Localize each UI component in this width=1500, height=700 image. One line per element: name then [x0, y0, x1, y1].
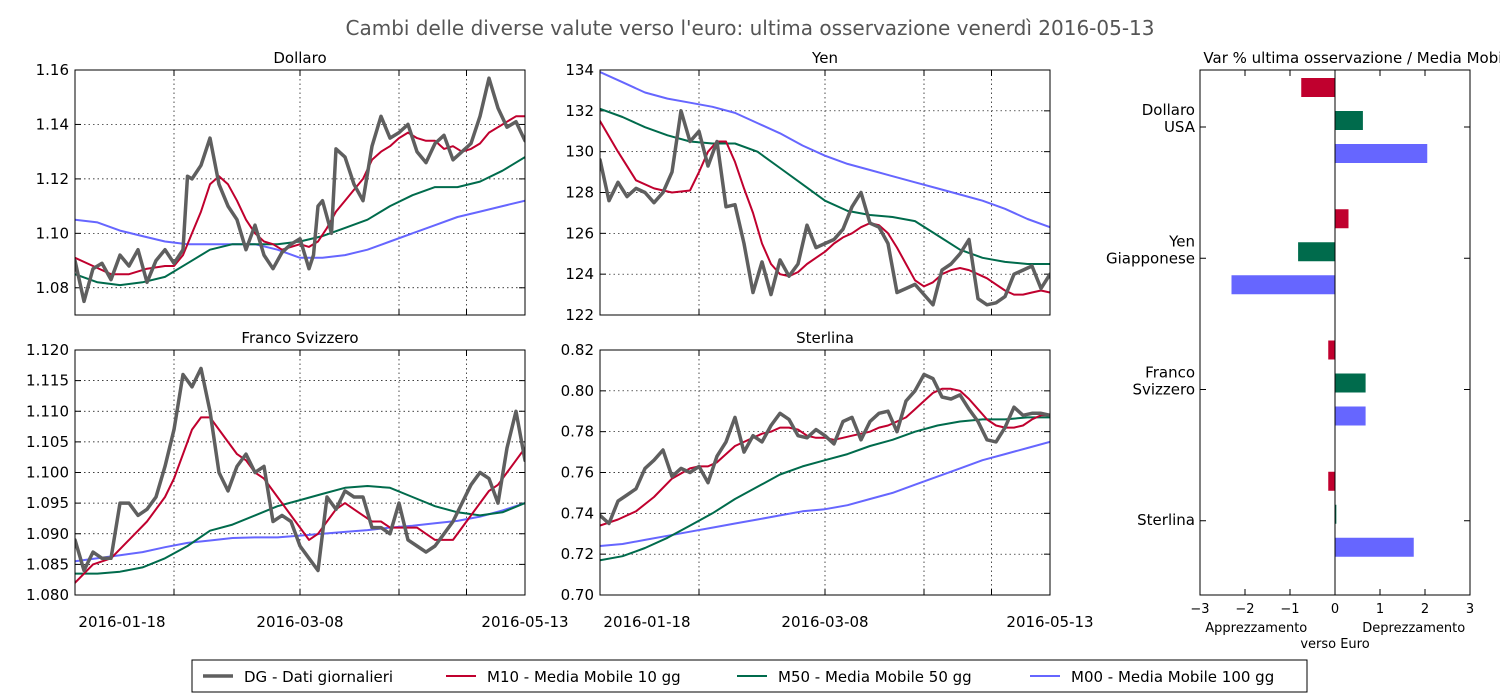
panel-franco-svizzero-series-m00: [75, 502, 525, 563]
bar-category-label-sterlina: Sterlina: [1137, 511, 1195, 529]
panel-yen-ytick-label: 130: [565, 143, 594, 161]
panel-dollaro-title: Dollaro: [273, 49, 326, 67]
panel-sterlina-series-m50: [600, 416, 1050, 562]
bar-category-label-franco-svizzero: Franco: [1145, 364, 1195, 382]
panel-dollaro-ytick-label: 1.12: [36, 170, 69, 188]
panel-yen-ytick-label: 132: [565, 102, 594, 120]
panel-dollaro-ytick-label: 1.08: [36, 279, 69, 297]
bar-xlabel-center: verso Euro: [1300, 637, 1369, 652]
panel-franco-svizzero-xtick-label: 2016-01-18: [78, 613, 165, 631]
panel-dollaro-series-m10: [75, 115, 525, 276]
legend-label-m50: M50 - Media Mobile 50 gg: [778, 668, 972, 686]
panel-sterlina-xtick-label: 2016-03-08: [781, 613, 868, 631]
bar-panel-frame: [1199, 69, 1471, 596]
panel-sterlina-title: Sterlina: [796, 329, 854, 347]
bar-category-label-dollaro-usa: USA: [1164, 118, 1196, 136]
panel-yen-series-m50: [600, 107, 1050, 265]
panel-franco-svizzero-ytick-label: 1.100: [26, 464, 69, 482]
bar-dollaro-usa-m50: [1335, 111, 1363, 130]
panel-sterlina-ytick-label: 0.70: [561, 586, 594, 604]
panel-yen-ytick-label: 124: [565, 265, 594, 283]
panel-franco-svizzero-frame: [74, 349, 526, 596]
panel-yen-series-m00: [600, 71, 1050, 229]
panel-franco-svizzero-ytick-label: 1.120: [26, 341, 69, 359]
panel-dollaro-series-m00: [75, 199, 525, 259]
panel-franco-svizzero-ytick-label: 1.095: [26, 494, 69, 512]
bar-franco-svizzero-m00: [1335, 406, 1366, 426]
panels: Dollaro 1.08 1.10 1.12 1.14 1.16 Yen 122 124 126 1…: [26, 49, 1094, 631]
panel-yen-ytick-label: 128: [565, 184, 594, 202]
panel-sterlina-series-dg: [600, 372, 1050, 526]
panel-yen-series-m10: [600, 120, 1050, 296]
panel-sterlina-ytick-label: 0.76: [561, 464, 594, 482]
bar-sterlina-m50: [1335, 504, 1337, 524]
panel-yen-title: Yen: [811, 49, 838, 67]
bar-category-label-yen-giapponese: Yen: [1168, 232, 1195, 250]
bar-yen-giapponese-m10: [1335, 209, 1349, 229]
bar-sterlina-m00: [1335, 537, 1414, 557]
bar-panel: Var % ultima osservazione / Media Mobil D…: [1106, 49, 1500, 652]
panel-yen-ytick-label: 126: [565, 224, 594, 242]
bar-dollaro-usa-m10: [1301, 78, 1335, 97]
bar-yen-giapponese-m50: [1298, 242, 1335, 262]
panel-franco-svizzero-series-m50: [75, 485, 525, 575]
panel-franco-svizzero: Franco Svizzero 1.080 1.085 1.090 1.095 1.100…: [26, 329, 569, 631]
panel-sterlina-ytick-label: 0.78: [561, 423, 594, 441]
panel-franco-svizzero-xtick-label: 2016-03-08: [256, 613, 343, 631]
bar-xlabel-right: Deprezzamento: [1362, 621, 1465, 636]
panel-dollaro: Dollaro 1.08 1.10 1.12 1.14 1.16: [36, 49, 526, 316]
panel-sterlina-xtick-label: 2016-05-13: [1006, 613, 1093, 631]
bar-xtick-label: 1: [1376, 602, 1384, 617]
panel-yen: Yen 122 124 126 128 130 132 134: [565, 49, 1051, 324]
panel-yen-series-dg: [600, 109, 1050, 307]
bar-xtick-label: −3: [1190, 602, 1209, 617]
bar-xtick-label: 3: [1466, 602, 1474, 617]
panel-franco-svizzero-ytick-label: 1.105: [26, 433, 69, 451]
bar-xlabel-left: Apprezzamento: [1205, 621, 1307, 636]
panel-franco-svizzero-xtick-label: 2016-05-13: [481, 613, 568, 631]
panel-franco-svizzero-ytick-label: 1.085: [26, 555, 69, 573]
panel-sterlina: Sterlina 0.70 0.72 0.74 0.76 0.78 0.80 0.82 2016…: [561, 329, 1094, 631]
bar-franco-svizzero-m10: [1328, 340, 1335, 360]
panel-dollaro-frame: [74, 69, 526, 316]
panel-yen-ytick-label: 122: [565, 306, 594, 324]
panel-dollaro-ytick-label: 1.10: [36, 224, 69, 242]
bar-xtick-label: −2: [1235, 602, 1254, 617]
bar-category-label-dollaro-usa: Dollaro: [1142, 101, 1195, 119]
bar-sterlina-m10: [1328, 471, 1335, 491]
panel-franco-svizzero-series-dg: [75, 366, 525, 573]
figure-title: Cambi delle diverse valute verso l'euro:…: [345, 16, 1154, 40]
bar-xtick-label: −1: [1280, 602, 1299, 617]
panel-sterlina-ytick-label: 0.80: [561, 382, 594, 400]
bar-yen-giapponese-m00: [1231, 275, 1335, 295]
panel-sterlina-ytick-label: 0.82: [561, 341, 594, 359]
bar-category-label-franco-svizzero: Svizzero: [1132, 381, 1195, 399]
panel-franco-svizzero-ytick-label: 1.115: [26, 372, 69, 390]
legend-label-dg: DG - Dati giornalieri: [244, 668, 393, 686]
bar-xtick-label: 0: [1331, 602, 1339, 617]
bar-category-label-yen-giapponese: Giapponese: [1106, 249, 1195, 267]
panel-sterlina-ytick-label: 0.72: [561, 545, 594, 563]
panel-franco-svizzero-ytick-label: 1.080: [26, 586, 69, 604]
panel-franco-svizzero-ytick-label: 1.110: [26, 402, 69, 420]
bar-panel-title: Var % ultima osservazione / Media Mobil: [1203, 49, 1500, 67]
bar-franco-svizzero-m50: [1335, 373, 1366, 393]
panel-franco-svizzero-ytick-label: 1.090: [26, 525, 69, 543]
panel-yen-ytick-label: 134: [565, 61, 594, 79]
legend-label-m10: M10 - Media Mobile 10 gg: [487, 668, 681, 686]
panel-franco-svizzero-title: Franco Svizzero: [241, 329, 358, 347]
legend: DG - Dati giornalieri M10 - Media Mobile …: [191, 659, 1308, 693]
bar-dollaro-usa-m00: [1335, 144, 1428, 163]
legend-label-m00: M00 - Media Mobile 100 gg: [1071, 668, 1274, 686]
bar-xtick-label: 2: [1421, 602, 1429, 617]
panel-yen-frame: [599, 69, 1051, 316]
panel-dollaro-ytick-label: 1.16: [36, 61, 69, 79]
panel-dollaro-ytick-label: 1.14: [36, 115, 69, 133]
panel-sterlina-xtick-label: 2016-01-18: [603, 613, 690, 631]
panel-sterlina-ytick-label: 0.74: [561, 504, 594, 522]
panel-sterlina-frame: [599, 349, 1051, 596]
panel-dollaro-series-dg: [75, 76, 525, 304]
